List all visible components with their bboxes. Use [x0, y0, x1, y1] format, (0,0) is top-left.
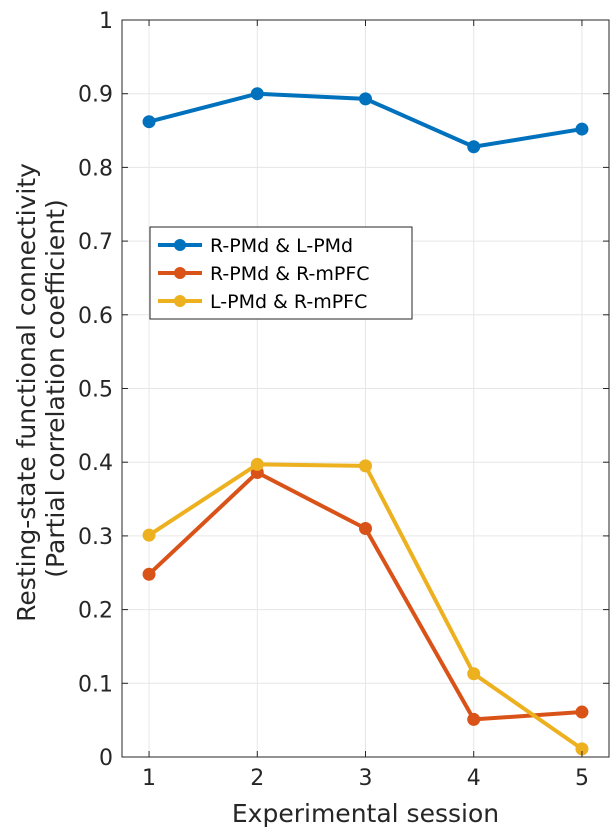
data-point	[359, 522, 372, 536]
y-tick-label: 0.3	[78, 525, 113, 550]
y-tick-label: 0.2	[78, 599, 113, 624]
legend-swatch-marker	[174, 239, 186, 251]
data-point	[467, 667, 481, 681]
x-tick-label: 3	[359, 766, 373, 791]
legend-swatch-marker	[174, 295, 186, 307]
axes	[121, 19, 610, 758]
x-tick-label: 1	[142, 766, 156, 791]
data-point	[142, 567, 156, 581]
x-tick-label: 2	[250, 766, 264, 791]
y-tick-label: 1	[99, 9, 113, 34]
y-tick-label: 0.6	[78, 304, 113, 329]
x-tick-label: 4	[467, 766, 481, 791]
tick-labels: 1 2 3 4 5 0 0.1 0.2 0.3 0.4 0.5 0.6 0.7 0.8 0.9 1	[78, 9, 589, 791]
data-point	[575, 122, 589, 136]
data-point	[250, 457, 264, 471]
data-point	[142, 528, 156, 542]
y-axis-label-line-1: Resting-state functional connectivity	[12, 163, 41, 622]
x-tick-label: 5	[575, 766, 589, 791]
y-tick-label: 0.9	[78, 83, 113, 108]
series-layer	[142, 87, 589, 756]
data-point	[467, 140, 481, 154]
x-axis-label: Experimental session	[232, 799, 499, 828]
legend-swatch-marker	[174, 267, 186, 279]
data-point	[142, 115, 156, 129]
y-tick-label: 0	[99, 746, 113, 771]
y-tick-label: 0.7	[78, 230, 113, 255]
grid	[122, 19, 609, 758]
y-axis-label-line-2: (Partial correlation coefficient)	[41, 199, 70, 577]
legend-entry-label: R-PMd & R-mPFC	[210, 263, 370, 285]
legend-entry-label: R-PMd & L-PMd	[210, 235, 353, 257]
y-tick-label: 0.4	[78, 451, 113, 476]
data-point	[575, 705, 589, 719]
y-tick-label: 0.1	[78, 672, 113, 697]
data-point	[359, 92, 372, 106]
legend-entry-label: L-PMd & R-mPFC	[210, 291, 367, 313]
data-point	[359, 459, 372, 473]
y-axis-label: Resting-state functional connectivity (P…	[12, 155, 70, 622]
data-point	[250, 87, 264, 101]
y-tick-label: 0.8	[78, 156, 113, 181]
y-tick-label: 0.5	[78, 378, 113, 403]
legend: R-PMd & L-PMd R-PMd & R-mPFC L-PMd & R-mPF…	[149, 226, 413, 320]
data-point	[467, 712, 481, 726]
